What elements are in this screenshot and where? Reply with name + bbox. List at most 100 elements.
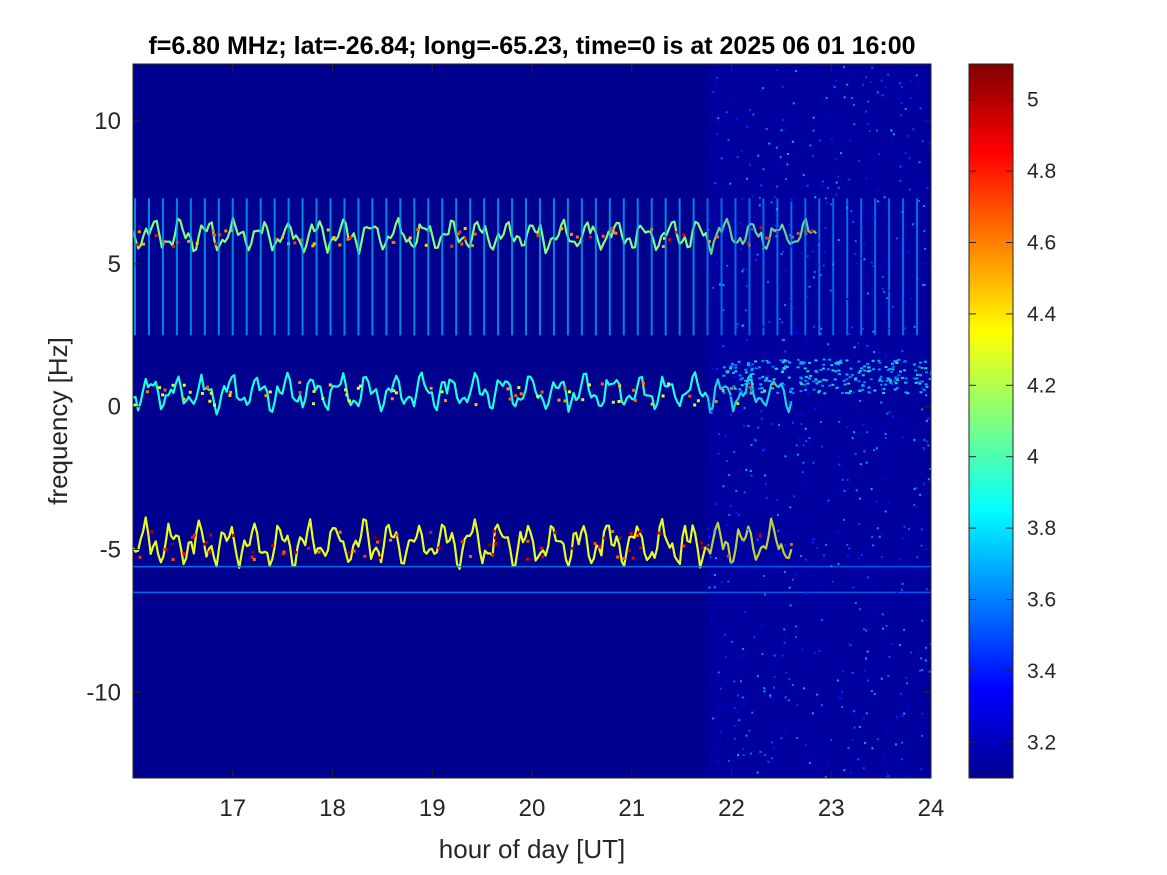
diffuse-speckle: [760, 391, 764, 394]
diffuse-speckle: [850, 374, 854, 377]
noise-speckle: [848, 643, 851, 646]
noise-speckle: [760, 184, 763, 187]
noise-speckle: [741, 540, 744, 543]
diffuse-speckle: [806, 370, 810, 373]
noise-speckle: [769, 696, 772, 699]
noise-speckle: [739, 222, 742, 225]
diffuse-speckle: [893, 388, 897, 391]
noise-speckle: [916, 278, 919, 281]
x-tick-label: 23: [818, 795, 845, 822]
noise-speckle: [714, 557, 717, 560]
noise-speckle: [772, 746, 775, 749]
diffuse-speckle: [848, 376, 852, 379]
noise-speckle: [879, 264, 882, 267]
noise-speckle: [713, 530, 716, 533]
noise-speckle: [755, 258, 758, 261]
noise-speckle: [923, 438, 926, 441]
noise-speckle: [784, 178, 787, 181]
diffuse-speckle: [780, 382, 784, 385]
noise-speckle: [816, 546, 819, 549]
noise-speckle: [806, 255, 809, 258]
noise-speckle: [792, 421, 795, 424]
trace-highlight: [145, 390, 149, 394]
noise-speckle: [765, 127, 768, 130]
diffuse-speckle: [790, 387, 794, 390]
noise-speckle: [816, 693, 819, 696]
diffuse-speckle: [771, 381, 775, 384]
noise-speckle: [863, 275, 866, 278]
noise-speckle: [805, 440, 808, 443]
diffuse-speckle: [904, 377, 908, 380]
diffuse-speckle: [886, 369, 890, 372]
noise-speckle: [791, 578, 794, 581]
trace-highlight: [667, 382, 671, 386]
noise-speckle: [920, 657, 923, 660]
trace-highlight: [137, 230, 141, 234]
x-tick-label: 17: [219, 795, 246, 822]
diffuse-speckle: [732, 385, 736, 388]
noise-speckle: [750, 752, 753, 755]
noise-speckle: [788, 586, 791, 589]
noise-speckle: [822, 100, 825, 103]
noise-speckle: [885, 354, 888, 357]
noise-speckle: [745, 734, 748, 737]
noise-speckle: [876, 738, 879, 741]
diffuse-speckle: [904, 391, 908, 394]
noise-speckle: [911, 223, 914, 226]
trace-highlight: [251, 550, 255, 554]
diffuse-speckle: [812, 388, 816, 391]
noise-speckle: [795, 331, 798, 334]
diffuse-speckle: [849, 367, 853, 370]
diffuse-speckle: [776, 391, 780, 394]
noise-speckle: [843, 489, 846, 492]
noise-speckle: [815, 398, 818, 401]
trace-highlight: [188, 390, 192, 394]
noise-speckle: [866, 650, 869, 653]
noise-speckle: [743, 704, 746, 707]
trace-highlight: [142, 242, 146, 246]
trace-highlight: [211, 229, 215, 233]
trace-highlight: [348, 551, 352, 555]
noise-speckle: [887, 450, 890, 453]
noise-speckle: [888, 410, 891, 413]
diffuse-speckle: [831, 369, 835, 372]
trace-highlight: [378, 538, 382, 542]
diffuse-speckle: [916, 381, 920, 384]
trace-highlight: [424, 243, 428, 247]
noise-speckle: [784, 269, 787, 272]
noise-speckle: [804, 758, 807, 761]
noise-speckle: [865, 177, 868, 180]
noise-speckle: [925, 588, 928, 591]
noise-speckle: [771, 515, 774, 518]
noise-speckle: [880, 79, 883, 82]
diffuse-speckle: [817, 390, 821, 393]
noise-speckle: [781, 339, 784, 342]
diffuse-speckle: [896, 377, 900, 380]
diffuse-speckle: [780, 370, 784, 373]
trace-highlight: [716, 235, 720, 239]
noise-speckle: [854, 239, 857, 242]
trace-highlight: [587, 383, 591, 387]
noise-speckle: [748, 109, 751, 112]
noise-speckle: [736, 500, 739, 503]
noise-speckle: [918, 199, 921, 202]
noise-speckle: [741, 270, 744, 273]
noise-speckle: [714, 182, 717, 185]
noise-speckle: [735, 490, 738, 493]
diffuse-speckle: [804, 379, 808, 382]
noise-speckle: [884, 437, 887, 440]
trace-highlight: [611, 400, 615, 404]
x-tick-label: 20: [519, 795, 546, 822]
diffuse-speckle: [925, 371, 929, 374]
noise-speckle: [913, 438, 916, 441]
trace-highlight: [622, 557, 626, 561]
noise-speckle: [909, 79, 912, 82]
noise-speckle: [776, 513, 779, 516]
noise-speckle: [749, 364, 752, 367]
noise-speckle: [742, 748, 745, 751]
noise-speckle: [899, 114, 902, 117]
noise-speckle: [812, 155, 815, 158]
noise-speckle: [822, 180, 825, 183]
y-tick-label: 0: [108, 394, 121, 421]
